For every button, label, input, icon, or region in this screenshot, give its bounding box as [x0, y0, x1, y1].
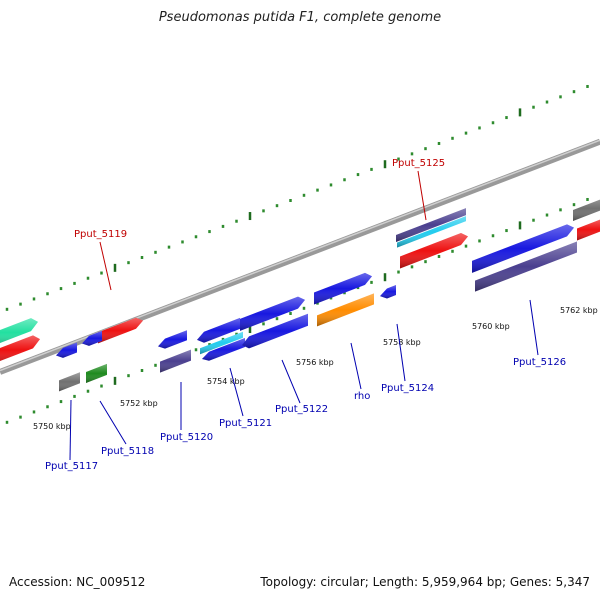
gene-label-leader: [417, 170, 427, 221]
scale-label: 5750 kbp: [33, 422, 71, 431]
feature-pput-5122-upper-shading: [240, 296, 305, 331]
gene-label-reverse[interactable]: Pput_5126: [513, 357, 566, 368]
scale-label: 5758 kbp: [383, 338, 421, 347]
feature-pput-5122-shading: [242, 313, 308, 349]
gene-label-leader: [69, 399, 72, 461]
map-title: Pseudomonas putida F1, complete genome: [158, 10, 442, 25]
feature-pput-5126-upper-shading: [472, 224, 574, 273]
accession-text: Accession: NC_009512: [9, 575, 146, 589]
gene-label-reverse[interactable]: Pput_5122: [275, 404, 328, 415]
gene-label-leader: [281, 359, 301, 404]
feature-red-right-shading: [577, 219, 600, 241]
scale-label: 5756 kbp: [296, 358, 334, 367]
gene-label-reverse[interactable]: Pput_5117: [45, 461, 98, 472]
scale-label: 5760 kbp: [472, 322, 510, 331]
feature-teal-left-shading: [0, 318, 38, 344]
feature-block-upper-shading: [197, 317, 240, 343]
feature-pput-5117-upper-shading: [56, 342, 77, 358]
gene-label-reverse[interactable]: Pput_5118: [101, 446, 154, 457]
feature-pput-5117-shading: [59, 372, 80, 392]
scale-label: 5754 kbp: [207, 377, 245, 386]
scale-label: 5762 kbp: [560, 306, 598, 315]
feature-pput-5126-shading: [475, 241, 577, 292]
feature-pput-5121-shading: [202, 337, 245, 361]
feature-pput-5118-shading: [86, 363, 107, 383]
gene-label-reverse[interactable]: Pput_5120: [160, 432, 213, 443]
feature-pput-5120-shading: [160, 349, 191, 373]
gene-label-leader: [396, 323, 406, 382]
gene-label-forward[interactable]: Pput_5125: [392, 158, 445, 169]
scale-label: 5752 kbp: [120, 399, 158, 408]
gene-label-reverse[interactable]: rho: [354, 391, 370, 402]
gene-label-reverse[interactable]: Pput_5121: [219, 418, 272, 429]
feature-pput-5121-cyan-shading: [200, 331, 243, 355]
feature-red-left-shading: [0, 335, 40, 362]
topology-text: Topology: circular; Length: 5,959,964 bp…: [260, 575, 590, 589]
feature-rho-shading: [317, 293, 374, 327]
feature-pput-5118-upper-shading: [82, 330, 102, 346]
gene-label-leader: [529, 299, 539, 356]
feature-pput-5125-navy-shading: [396, 208, 466, 242]
feature-pput-5120-upper-shading: [158, 330, 187, 349]
feature-red-mid-shading: [98, 317, 143, 344]
gene-label-leader: [99, 400, 127, 445]
gene-label-leader: [229, 367, 244, 417]
gene-label-leader: [350, 342, 362, 390]
feature-rho-upper-shading: [314, 272, 372, 305]
feature-pput-5125-shading: [400, 233, 468, 269]
feature-gray-right-shading: [573, 199, 600, 222]
feature-pput-5125-cyan-shading: [397, 216, 466, 248]
feature-pput-5124-shading: [380, 284, 396, 299]
gene-label-leader: [99, 241, 112, 291]
gene-label-forward[interactable]: Pput_5119: [74, 229, 127, 240]
gene-label-reverse[interactable]: Pput_5124: [381, 383, 434, 394]
